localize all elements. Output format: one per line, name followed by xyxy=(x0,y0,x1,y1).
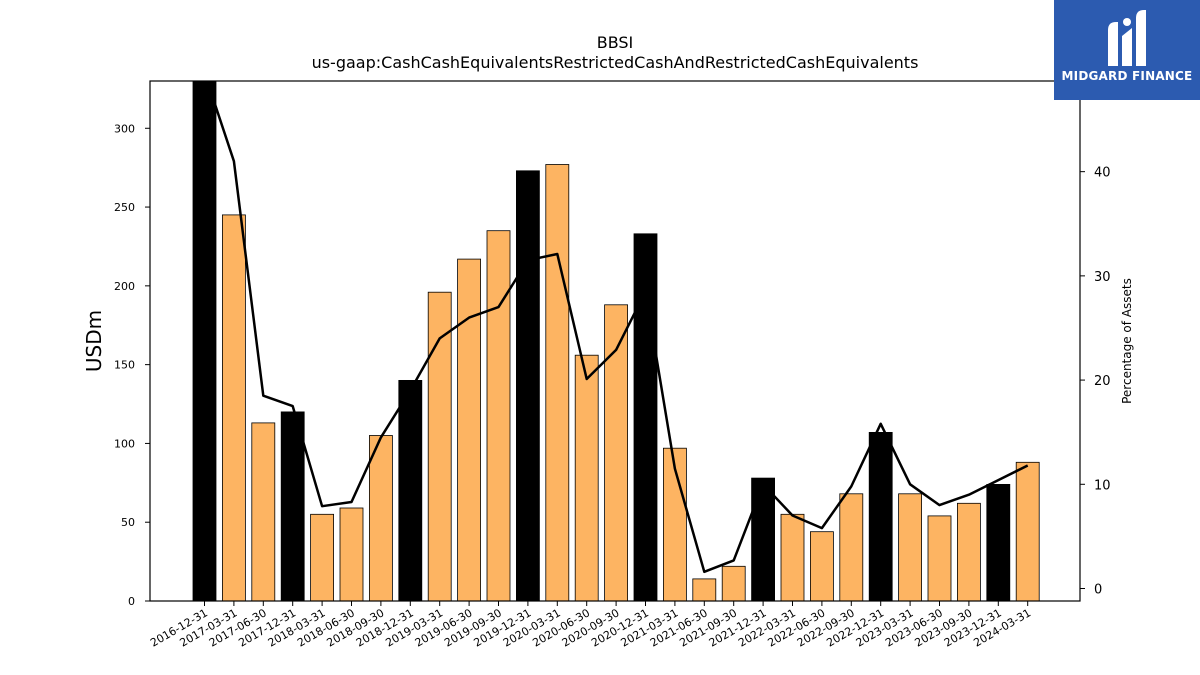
bar xyxy=(427,291,452,601)
y-right-tick-label: 40 xyxy=(1094,166,1111,181)
bar xyxy=(721,565,746,601)
logo: MIDGARD FINANCE xyxy=(1054,0,1200,100)
y-axis-right-label: Percentage of Assets xyxy=(1120,278,1134,404)
bar xyxy=(310,513,335,601)
y-axis-label: USDm xyxy=(82,310,106,372)
chart-subtitle: us-gaap:CashCashEquivalentsRestrictedCas… xyxy=(312,53,919,72)
y-tick-label: 50 xyxy=(121,516,135,529)
y-tick-label: 0 xyxy=(128,595,135,608)
y-tick-label: 200 xyxy=(114,280,135,293)
bar xyxy=(516,170,540,601)
line-series xyxy=(205,81,1029,574)
bar-series xyxy=(192,81,1040,601)
bar xyxy=(398,379,423,601)
bar xyxy=(457,258,482,601)
y-tick-label: 100 xyxy=(114,437,135,450)
bar xyxy=(251,422,276,601)
bar xyxy=(692,578,717,601)
bar xyxy=(810,531,834,601)
y-tick-label: 150 xyxy=(114,359,135,372)
bar xyxy=(927,515,952,601)
bar xyxy=(280,411,305,601)
bar xyxy=(898,493,922,601)
bar xyxy=(957,502,981,601)
bar xyxy=(780,513,805,601)
bar xyxy=(339,507,364,601)
y-tick-label: 250 xyxy=(114,201,135,214)
y-right-tick-label: 10 xyxy=(1094,478,1111,493)
bar xyxy=(604,304,628,601)
bar xyxy=(545,164,570,601)
bar xyxy=(751,477,775,601)
bar xyxy=(574,354,599,601)
series-line xyxy=(205,81,1029,574)
y-right-tick-label: 0 xyxy=(1094,582,1102,597)
bar xyxy=(221,214,246,601)
bar xyxy=(868,431,893,601)
logo-mark-icon xyxy=(1108,10,1146,66)
y-tick-label: 300 xyxy=(114,122,135,135)
bar xyxy=(839,493,864,601)
logo-text: MIDGARD FINANCE xyxy=(1061,69,1193,83)
bar xyxy=(1015,461,1040,601)
y-right-tick-label: 20 xyxy=(1094,374,1111,389)
chart-title: BBSI xyxy=(597,33,634,52)
bar xyxy=(633,233,658,601)
plot-frame xyxy=(149,80,1081,602)
bar xyxy=(368,435,393,601)
bar xyxy=(192,81,217,601)
y-right-tick-label: 30 xyxy=(1094,270,1111,285)
bar xyxy=(486,230,511,601)
bar xyxy=(986,483,1011,601)
